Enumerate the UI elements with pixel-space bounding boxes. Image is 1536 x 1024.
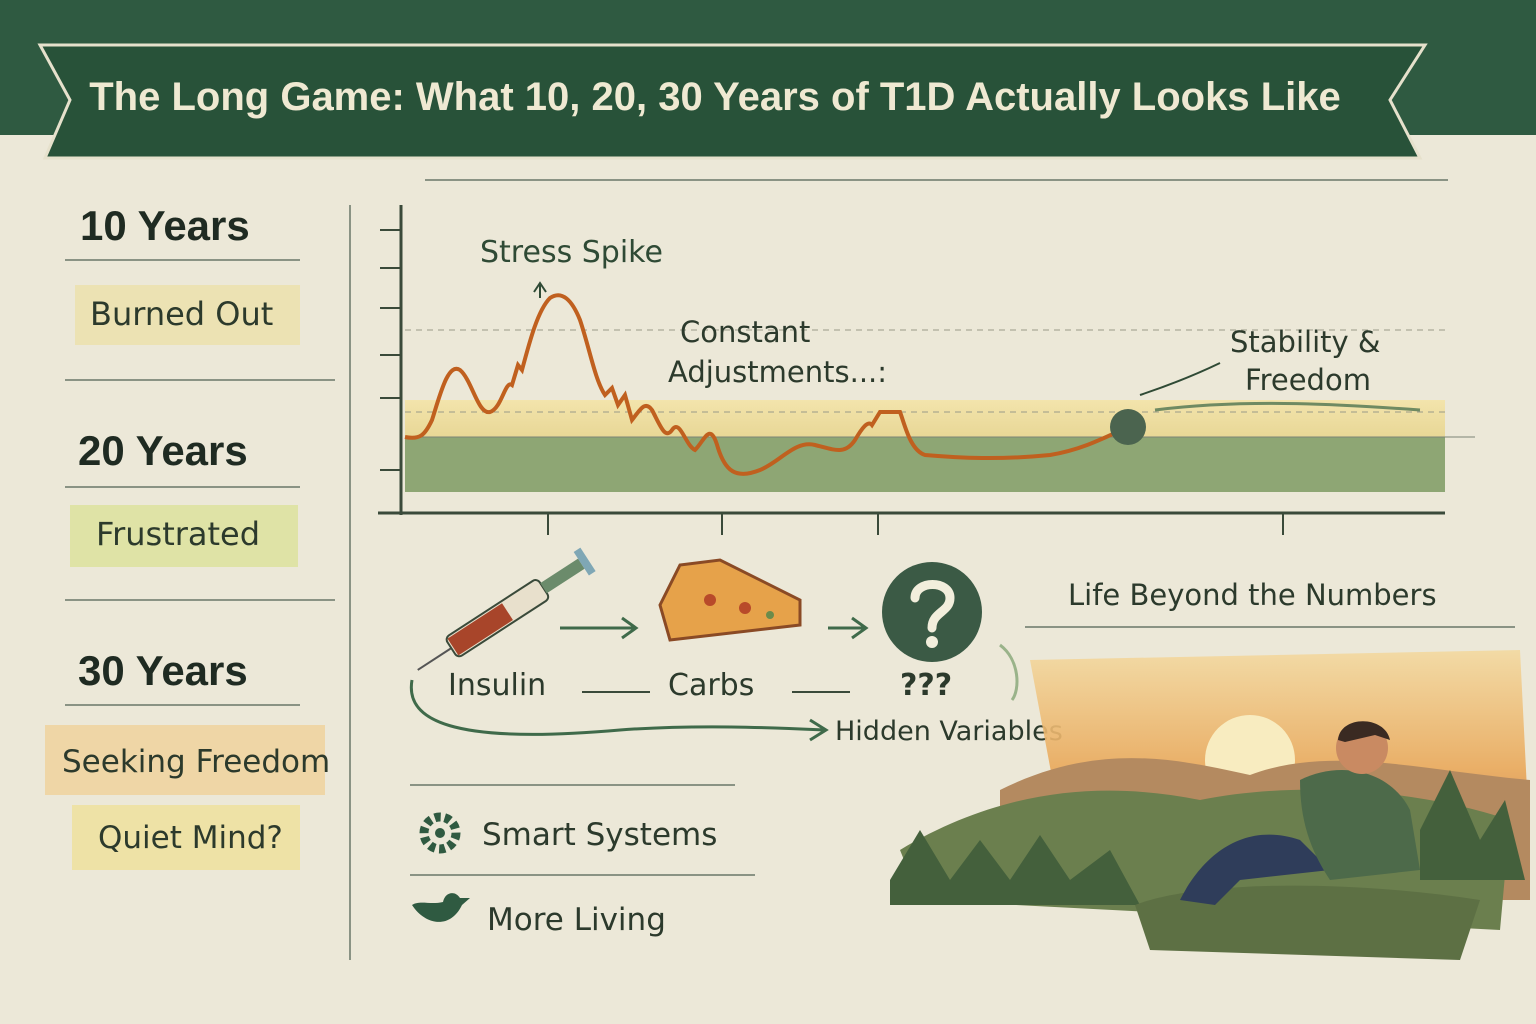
bird-icon — [412, 893, 470, 922]
flow-step: ??? — [900, 668, 952, 703]
flow: Insulin Carbs ??? Hidden Variables — [409, 547, 1063, 747]
period: 30 Years — [78, 647, 248, 694]
question-icon — [882, 562, 982, 662]
feature: More Living — [487, 902, 666, 938]
ticks — [380, 229, 1284, 535]
arrow — [560, 616, 639, 640]
scene-caption: Life Beyond the Numbers — [1068, 578, 1437, 612]
sunset-scene: Life Beyond the Numbers — [890, 578, 1530, 960]
gear-icon — [419, 812, 461, 854]
ground-band — [405, 437, 1445, 492]
loop-arrow — [409, 679, 829, 742]
glucose-curve — [404, 293, 1129, 476]
period: 20 Years — [78, 427, 248, 474]
closing-note: Quiet Mind? — [98, 820, 283, 856]
annotation: Stability & — [1230, 325, 1381, 359]
feeling: Burned Out — [90, 295, 273, 333]
glucose-illustration: Stress Spike Constant Adjustments...: St… — [378, 179, 1475, 535]
pizza-icon — [658, 558, 802, 642]
title-ribbon — [37, 43, 1428, 160]
feeling: Frustrated — [96, 515, 260, 553]
timeline: 10 Years Burned Out 20 Years Frustrated … — [45, 202, 335, 870]
arrow — [1139, 362, 1221, 396]
sticky-note — [70, 505, 298, 567]
stability-dot — [1110, 409, 1146, 445]
syringe-icon — [417, 547, 596, 671]
sticky-note — [45, 725, 325, 795]
hidden-variables: Hidden Variables — [835, 716, 1063, 747]
sticky-note — [75, 285, 300, 345]
flow-step: Insulin — [448, 668, 546, 703]
annotation: Freedom — [1245, 363, 1371, 397]
period: 10 Years — [80, 202, 250, 249]
sticky-note — [72, 805, 300, 870]
steady-line — [1154, 401, 1421, 412]
spike-arrow — [533, 281, 547, 298]
flow-step: Carbs — [668, 668, 754, 703]
annotation: Constant — [680, 315, 810, 349]
annotation: Stress Spike — [480, 235, 663, 270]
feeling: Seeking Freedom — [62, 744, 330, 780]
arrow — [828, 616, 869, 640]
feature: Smart Systems — [482, 817, 717, 853]
title: The Long Game: What 10, 20, 30 Years of … — [89, 75, 1340, 119]
person — [1180, 834, 1330, 905]
target-band — [405, 400, 1445, 437]
features: Smart Systems More Living — [410, 784, 755, 938]
annotation: Adjustments...: — [668, 355, 887, 389]
